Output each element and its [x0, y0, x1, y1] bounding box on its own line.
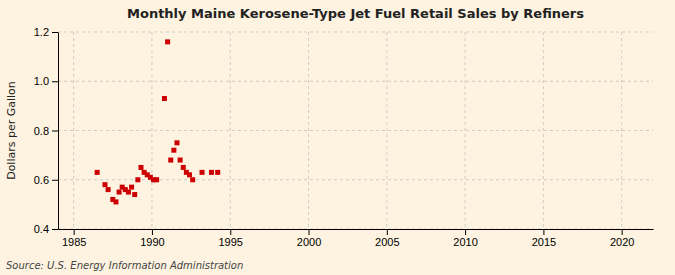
y-axis-title: Dollars per Gallon — [5, 81, 18, 180]
x-tick-label: 1995 — [218, 236, 242, 248]
x-tick-label: 1985 — [62, 236, 86, 248]
point — [200, 170, 205, 175]
y-tick-label: 1.0 — [34, 75, 49, 87]
y-tick: 0.6 — [34, 174, 58, 186]
x-tick: 2015 — [532, 229, 556, 248]
y-axis-line — [58, 33, 59, 230]
point — [175, 140, 180, 145]
point — [162, 96, 167, 101]
x-tick-mark — [152, 229, 153, 235]
x-grid-line — [230, 32, 231, 229]
plot: 198519901995200020052010201520200.40.60.… — [34, 26, 654, 248]
title: Monthly Maine Kerosene-Type Jet Fuel Ret… — [127, 6, 584, 21]
point — [126, 190, 131, 195]
x-tick: 2020 — [610, 229, 634, 248]
points — [95, 39, 221, 204]
point — [209, 170, 214, 175]
y-tick-label: 1.2 — [34, 26, 49, 38]
y-tick: 0.4 — [34, 223, 58, 235]
x-grid-line — [151, 32, 152, 229]
x-tick-label: 2005 — [375, 236, 399, 248]
y-axis: 0.4 0.6 0.8 1.0 1.2 — [34, 26, 59, 235]
x-axis-line — [59, 229, 654, 230]
x-tick-mark — [230, 229, 231, 235]
x-tick-mark — [465, 229, 466, 235]
point — [106, 187, 111, 192]
point — [178, 158, 183, 163]
x-tick: 1995 — [218, 229, 242, 248]
point — [154, 177, 159, 182]
x-tick: 2010 — [453, 229, 477, 248]
chart: 198519901995200020052010201520200.40.60.… — [0, 0, 675, 275]
point — [129, 185, 134, 190]
y-tick: 1.0 — [34, 75, 58, 87]
y-tick-mark — [52, 81, 58, 82]
y-grid-line — [58, 130, 653, 131]
y-tick: 1.2 — [34, 26, 58, 38]
x-tick-label: 1990 — [140, 236, 164, 248]
x-grid-line — [73, 32, 74, 229]
point — [135, 177, 140, 182]
x-tick: 1990 — [140, 229, 164, 248]
x-tick-mark — [622, 229, 623, 235]
point — [117, 190, 122, 195]
grid — [58, 32, 653, 229]
y-grid-line — [58, 81, 653, 82]
x-tick-label: 2015 — [532, 236, 556, 248]
point — [95, 170, 100, 175]
x-tick: 2000 — [297, 229, 321, 248]
x-tick-label: 2020 — [610, 236, 634, 248]
y-tick-mark — [52, 32, 58, 33]
y-tick-mark — [52, 131, 58, 132]
source-note: Source: U.S. Energy Information Administ… — [6, 260, 243, 271]
point — [138, 165, 143, 170]
y-grid-line — [58, 179, 653, 180]
y-tick-mark — [52, 229, 58, 230]
point — [113, 199, 118, 204]
x-tick: 2005 — [375, 229, 399, 248]
point — [187, 172, 192, 177]
y-tick: 0.8 — [34, 125, 58, 137]
x-tick-label: 2000 — [297, 236, 321, 248]
y-grid-line — [58, 32, 653, 33]
x-tick-mark — [387, 229, 388, 235]
point — [215, 170, 220, 175]
point — [190, 177, 195, 182]
x-grid-line — [465, 32, 466, 229]
point — [181, 165, 186, 170]
x-tick: 1985 — [62, 229, 86, 248]
x-tick-mark — [309, 229, 310, 235]
x-tick-label: 2010 — [453, 236, 477, 248]
y-tick-label: 0.8 — [34, 125, 49, 137]
x-grid-line — [386, 32, 387, 229]
y-tick-label: 0.4 — [34, 223, 49, 235]
x-grid-line — [543, 32, 544, 229]
point — [102, 182, 107, 187]
y-grid-line — [58, 229, 653, 230]
point — [132, 192, 137, 197]
point — [171, 148, 176, 153]
x-grid-line — [308, 32, 309, 229]
x-tick-mark — [74, 229, 75, 235]
y-tick-label: 0.6 — [34, 174, 49, 186]
background — [0, 0, 675, 275]
point — [165, 39, 170, 44]
x-tick-mark — [543, 229, 544, 235]
x-axis: 1985 1990 1995 2000 2005 2010 2015 2020 — [59, 229, 654, 248]
y-tick-mark — [52, 180, 58, 181]
point — [168, 158, 173, 163]
